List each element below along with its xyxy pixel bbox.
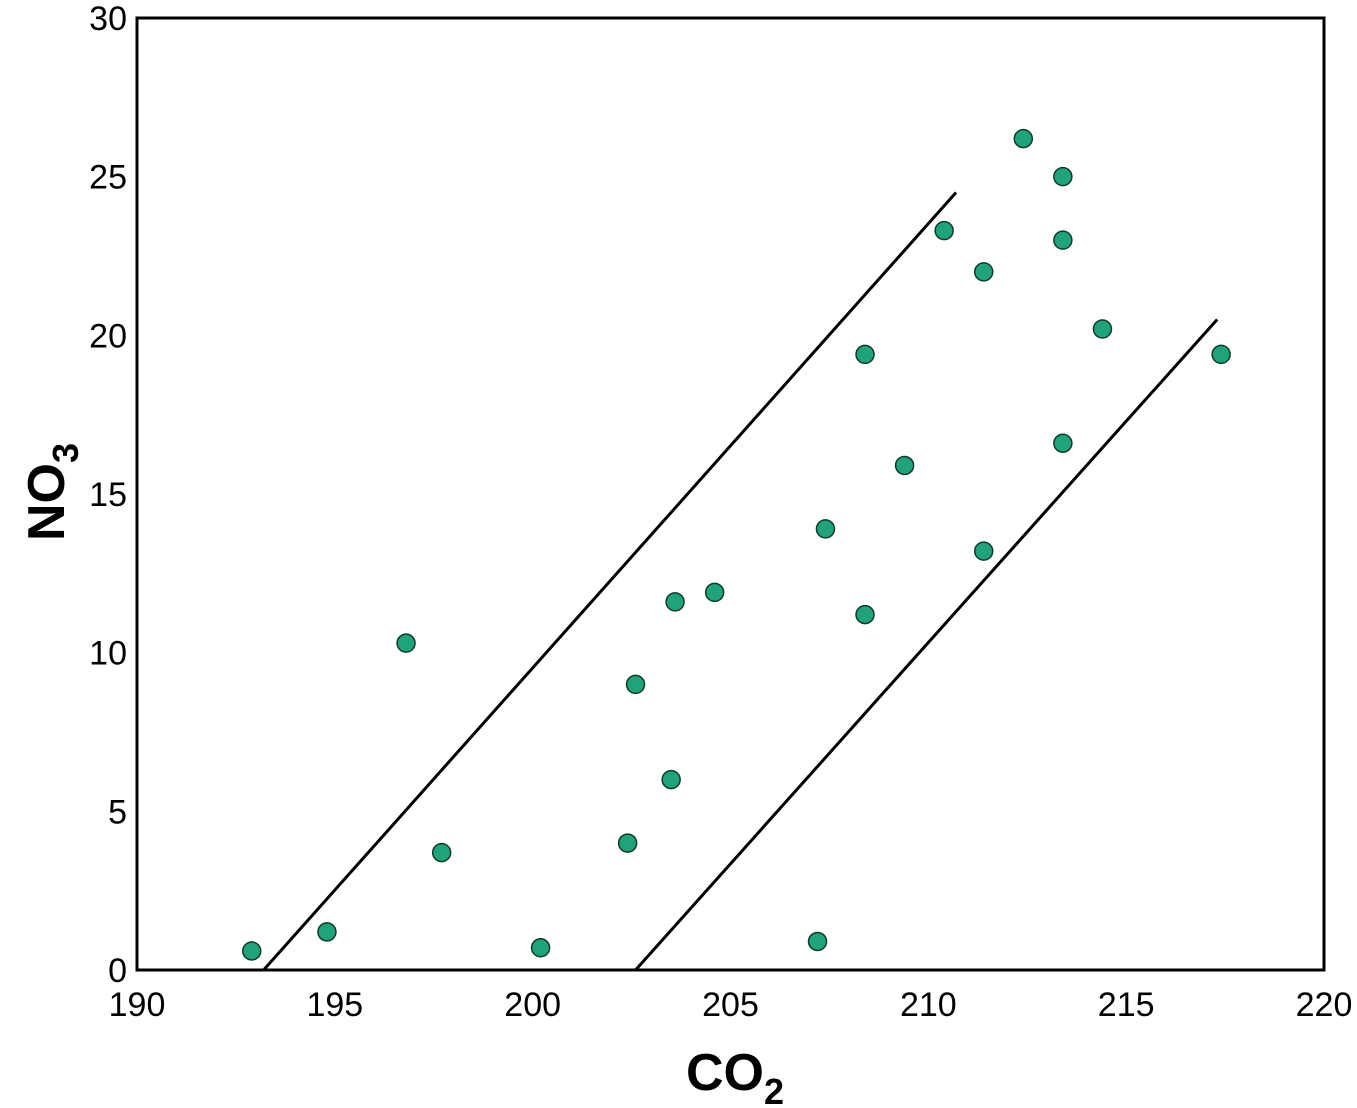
envelope-line-1: [262, 191, 958, 971]
y-tick-label: 10: [89, 635, 127, 673]
data-point-2: [317, 922, 337, 942]
y-tick-labels: 0 5 10 15 20 25 30: [89, 0, 127, 990]
y-tick-label: 20: [89, 317, 127, 355]
data-point-4: [431, 842, 452, 863]
data-point-12: [815, 519, 836, 539]
data-point-6: [617, 833, 638, 853]
data-point-24: [1211, 344, 1231, 365]
x-tick-labels: 190 195 200 205 210 215 220: [109, 986, 1353, 1024]
y-tick-label: 0: [108, 952, 127, 990]
data-point-22: [1053, 166, 1073, 187]
y-tick-label: 30: [89, 0, 127, 38]
x-tick-label: 220: [1296, 986, 1353, 1024]
data-point-7: [625, 674, 646, 695]
x-tick-label: 210: [900, 986, 957, 1024]
plot-frame: [135, 16, 1326, 972]
y-tick-label: 25: [89, 159, 127, 197]
x-tick-label: 215: [1098, 986, 1155, 1024]
x-axis-title-subscript: 2: [764, 1071, 784, 1108]
data-point-10: [704, 582, 725, 603]
envelope-lines: [262, 191, 1219, 971]
data-point-19: [1013, 128, 1034, 149]
data-point-15: [894, 455, 915, 476]
x-tick-label: 205: [702, 986, 759, 1024]
x-axis-title: CO2: [686, 1044, 784, 1108]
y-tick-label: 15: [89, 476, 127, 514]
data-point-5: [530, 938, 551, 958]
data-point-8: [661, 769, 681, 790]
data-point-13: [855, 604, 875, 625]
data-point-11: [807, 931, 828, 952]
x-tick-label: 200: [504, 986, 561, 1024]
data-point-17: [973, 541, 994, 561]
data-point-16: [934, 220, 954, 241]
envelope-line-2: [634, 318, 1219, 971]
data-points: [241, 128, 1231, 961]
y-axis-title: NO3: [18, 443, 86, 541]
y-tick-label: 5: [108, 793, 127, 831]
x-tick-label: 190: [109, 986, 166, 1024]
data-point-3: [396, 633, 416, 653]
x-tick-label: 195: [306, 986, 363, 1024]
data-point-14: [855, 344, 875, 365]
x-axis-title-base: CO: [686, 1044, 764, 1102]
data-point-18: [973, 262, 994, 282]
data-point-23: [1092, 319, 1113, 339]
y-axis-title-subscript: 3: [45, 443, 86, 463]
data-point-1: [241, 941, 262, 961]
y-axis-title-base: NO: [18, 463, 76, 541]
data-point-9: [665, 592, 685, 612]
data-point-21: [1053, 230, 1073, 250]
data-point-20: [1053, 433, 1073, 453]
